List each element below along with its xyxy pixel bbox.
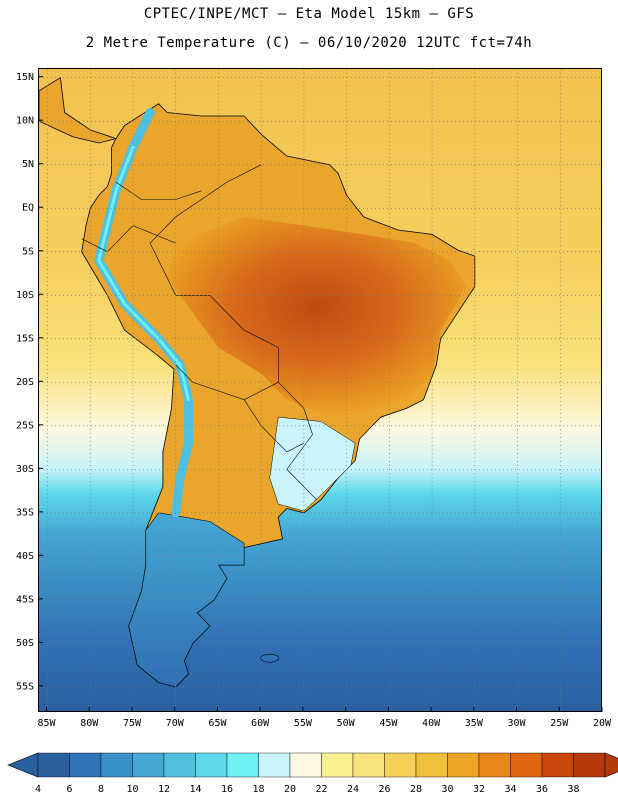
map-panel xyxy=(38,68,602,712)
legend-swatch xyxy=(163,752,196,778)
lat-tick-label: 5S xyxy=(22,246,34,257)
chart-title: CPTEC/INPE/MCT – Eta Model 15km – GFS xyxy=(143,6,475,22)
andes-peak-line xyxy=(97,145,190,402)
lat-tick-label: 15S xyxy=(16,333,34,344)
lon-tick-label: 55W xyxy=(294,718,313,729)
legend-swatch xyxy=(384,752,417,778)
legend-swatch xyxy=(352,752,385,778)
lat-tick-label: 50S xyxy=(16,638,34,649)
lat-tick-label: 45S xyxy=(16,594,34,605)
legend-label: 28 xyxy=(410,784,422,795)
hot-interior-region xyxy=(167,216,467,418)
country-border xyxy=(243,399,305,453)
lat-tick-label: 20S xyxy=(16,377,34,388)
lat-tick-label: 10N xyxy=(16,116,34,127)
legend-swatch xyxy=(195,752,228,778)
lat-tick-label: 35S xyxy=(16,507,34,518)
lon-tick-label: 75W xyxy=(123,718,142,729)
country-border xyxy=(175,364,279,401)
legend-swatch xyxy=(447,752,480,778)
cool-south-region xyxy=(269,416,356,512)
legend-swatch xyxy=(37,752,70,778)
lat-tick-label: 55S xyxy=(16,681,34,692)
legend-label: 18 xyxy=(252,784,264,795)
lon-tick-label: 40W xyxy=(422,718,441,729)
legend-label: 24 xyxy=(347,784,359,795)
graticule xyxy=(39,69,601,711)
color-legend: 4 6 8 10 12 14 16 18 20 22 24 26 28 30 32 34 36 38 xyxy=(7,752,618,795)
country-border xyxy=(149,164,317,501)
lon-tick-label: 80W xyxy=(80,718,99,729)
lat-tick-label: 25S xyxy=(16,420,34,431)
lon-tick-label: 70W xyxy=(166,718,185,729)
continent-layer xyxy=(39,77,476,688)
legend-swatch xyxy=(289,752,322,778)
legend-swatch xyxy=(573,752,606,778)
legend-swatch xyxy=(415,752,448,778)
chart-subtitle: 2 Metre Temperature (C) – 06/10/2020 12U… xyxy=(85,35,533,51)
lat-tick-label: 10S xyxy=(16,290,34,301)
legend-label: 26 xyxy=(378,784,390,795)
legend-high-arrow xyxy=(604,752,618,778)
legend-label: 38 xyxy=(567,784,579,795)
lat-tick-label: 5N xyxy=(22,159,34,170)
legend-swatch xyxy=(258,752,291,778)
legend-label: 34 xyxy=(504,784,516,795)
legend-swatch xyxy=(510,752,543,778)
legend-label: 36 xyxy=(536,784,548,795)
legend-label: 10 xyxy=(126,784,138,795)
legend-swatch xyxy=(478,752,511,778)
temperature-map xyxy=(39,69,601,711)
legend-label: 14 xyxy=(189,784,201,795)
lon-tick-label: 20W xyxy=(593,718,612,729)
legend-swatch xyxy=(321,752,354,778)
legend-label: 32 xyxy=(473,784,485,795)
legend-label: 12 xyxy=(158,784,170,795)
lon-tick-label: 30W xyxy=(508,718,527,729)
legend-label: 4 xyxy=(35,784,41,795)
central-america-landmass xyxy=(39,77,118,144)
lat-tick-label: EQ xyxy=(22,203,34,214)
lat-tick-label: 15N xyxy=(16,72,34,83)
lon-tick-label: 25W xyxy=(550,718,569,729)
lon-tick-label: 85W xyxy=(38,718,57,729)
lon-tick-label: 50W xyxy=(337,718,356,729)
legend-label: 8 xyxy=(98,784,104,795)
country-border xyxy=(115,181,202,200)
country-border xyxy=(81,225,176,253)
legend-swatch xyxy=(69,752,102,778)
lon-tick-label: 65W xyxy=(208,718,227,729)
legend-label: 22 xyxy=(315,784,327,795)
legend-swatch xyxy=(226,752,259,778)
lat-tick-label: 40S xyxy=(16,551,34,562)
legend-swatch xyxy=(132,752,165,778)
falkland-islands xyxy=(260,653,280,663)
lon-tick-label: 45W xyxy=(379,718,398,729)
lon-tick-label: 35W xyxy=(465,718,484,729)
legend-swatch xyxy=(541,752,574,778)
lat-tick-label: 30S xyxy=(16,464,34,475)
legend-swatch xyxy=(100,752,133,778)
legend-low-arrow xyxy=(7,752,39,778)
legend-label: 6 xyxy=(66,784,72,795)
legend-label: 30 xyxy=(441,784,453,795)
lon-tick-label: 60W xyxy=(251,718,270,729)
legend-label: 16 xyxy=(221,784,233,795)
legend-label: 20 xyxy=(284,784,296,795)
